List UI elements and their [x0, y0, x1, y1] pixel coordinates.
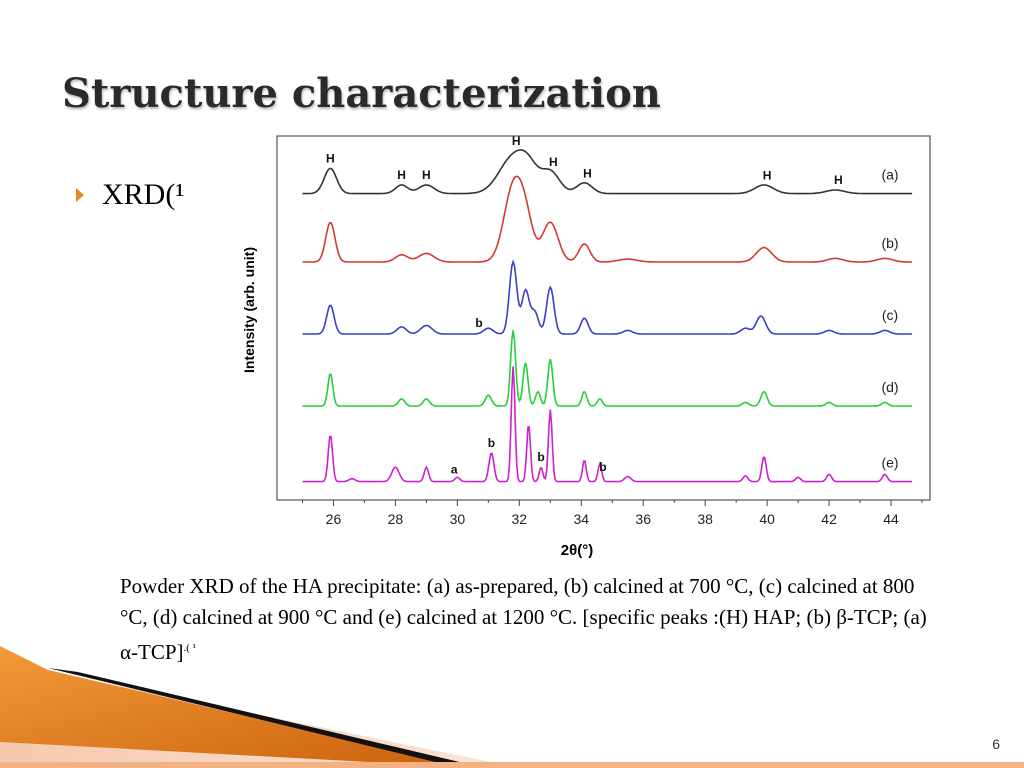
series-line	[302, 175, 913, 263]
series-line	[302, 259, 913, 335]
x-tick-label: 36	[635, 511, 651, 527]
bullet-text: XRD(¹	[102, 178, 185, 211]
peak-label: H	[397, 168, 406, 182]
triangle-bullet-icon	[76, 188, 84, 202]
banner-peach-band	[0, 676, 520, 768]
peak-label: b	[537, 450, 544, 464]
peak-label: H	[763, 168, 772, 182]
banner-black-stripe	[48, 668, 485, 768]
x-tick-label: 44	[883, 511, 899, 527]
series-label: (e)	[881, 455, 898, 471]
series-line	[302, 366, 913, 483]
figure-caption: Powder XRD of the HA precipitate: (a) as…	[120, 571, 940, 668]
bullet-item: XRD(¹	[76, 178, 184, 212]
x-tick-label: 28	[388, 511, 404, 527]
peak-label: a	[451, 463, 458, 477]
peak-label: H	[834, 173, 843, 187]
plot-frame	[276, 135, 931, 501]
x-tick-label: 38	[697, 511, 713, 527]
x-tick-label: 30	[450, 511, 466, 527]
series-label: (c)	[882, 307, 898, 323]
peak-label: b	[488, 436, 495, 450]
series-label: (a)	[881, 167, 898, 183]
peak-label: H	[512, 134, 521, 148]
peak-label: b	[475, 316, 482, 330]
x-tick-label: 42	[821, 511, 837, 527]
x-tick-label: 34	[573, 511, 589, 527]
series-line	[302, 149, 913, 195]
peak-label: H	[583, 167, 592, 181]
xrd-figure: 26 28 30 32 34 36 38 40 42 44 (a) H H H H H H H H (b) (c) b(…	[232, 134, 942, 564]
x-axis-label: 2θ(°)	[561, 542, 593, 559]
caption-text: Powder XRD of the HA precipitate: (a) as…	[120, 574, 927, 664]
caption-reference: .( ¹	[183, 642, 196, 654]
x-tick-label: 26	[326, 511, 342, 527]
series-line	[302, 330, 913, 407]
page-number: 6	[992, 736, 1000, 752]
peak-label: H	[422, 168, 431, 182]
y-axis-label: Intensity (arb. unit)	[241, 247, 257, 373]
x-axis-ticks: 26 28 30 32 34 36 38 40 42 44	[301, 500, 923, 527]
slide-title: Structure characterization	[62, 70, 661, 117]
series-layer: (a) H H H H H H H H (b) (c) b (d) (e) a b b b	[302, 134, 913, 483]
x-tick-label: 40	[759, 511, 775, 527]
peak-label: H	[326, 151, 335, 165]
peak-label: b	[599, 460, 606, 474]
series-label: (d)	[881, 379, 898, 395]
series-label: (b)	[881, 235, 898, 251]
banner-baseline	[0, 762, 1024, 768]
peak-label: H	[549, 155, 558, 169]
x-tick-label: 32	[512, 511, 528, 527]
